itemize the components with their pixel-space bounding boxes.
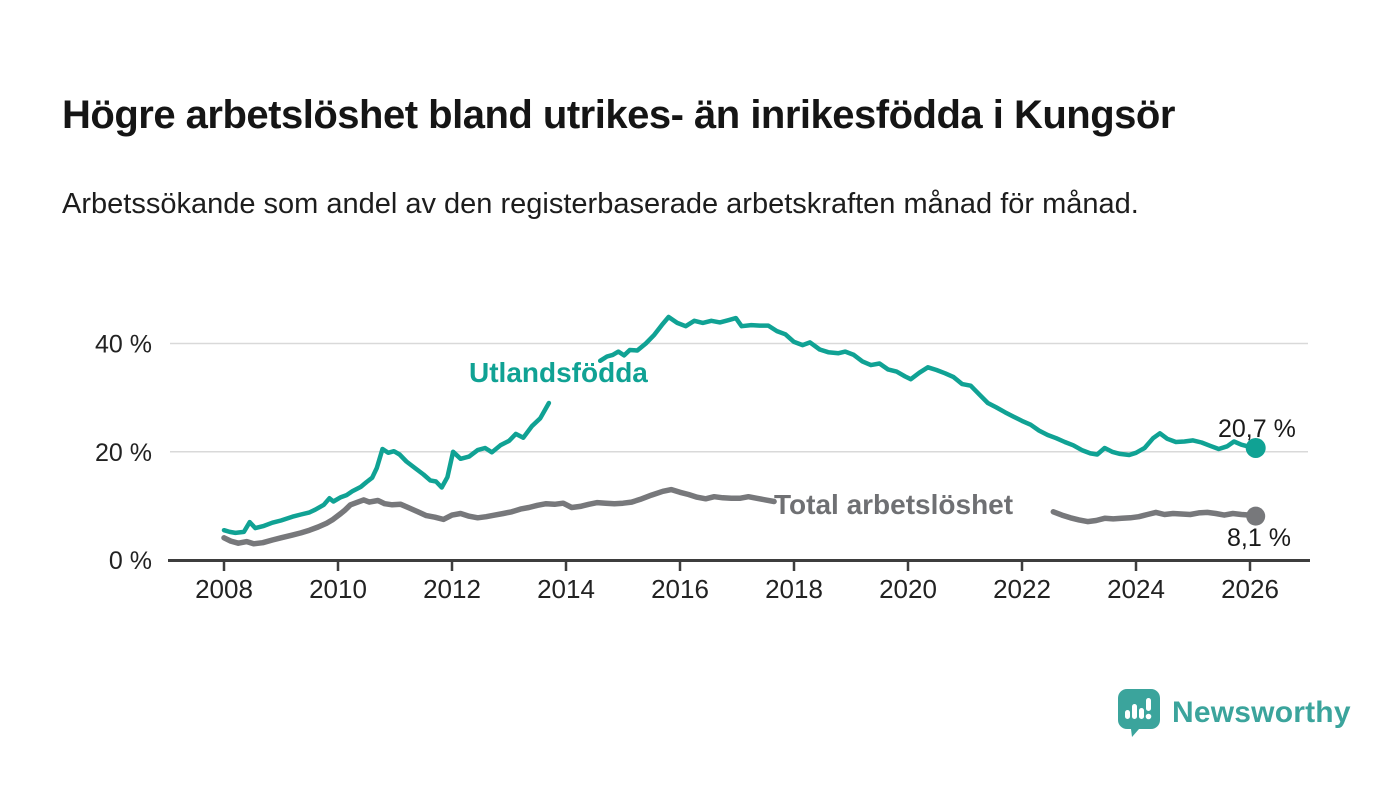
y-tick-label-40: 40 % bbox=[95, 331, 152, 359]
x-tick-label-2024: 2024 bbox=[1107, 574, 1165, 604]
x-tick-label-2014: 2014 bbox=[537, 574, 595, 604]
newsworthy-brand: Newsworthy bbox=[1117, 688, 1351, 738]
chart-speech-bubble-icon bbox=[1117, 688, 1161, 738]
x-tick-label-2010: 2010 bbox=[309, 574, 367, 604]
line-total-arbetsl-shet-seg0 bbox=[221, 486, 777, 547]
series-label-utlandsfodda: Utlandsfödda bbox=[469, 357, 648, 388]
page-subtitle: Arbetssökande som andel av den registerb… bbox=[62, 188, 1139, 220]
page-title: Högre arbetslöshet bland utrikes- än inr… bbox=[62, 92, 1175, 137]
end-value-utlandsfodda: 20,7 % bbox=[1218, 415, 1296, 443]
x-tick-label-2020: 2020 bbox=[879, 574, 937, 604]
line-total-arbetsl-shet-seg1 bbox=[1050, 509, 1259, 525]
brand-name: Newsworthy bbox=[1172, 696, 1351, 729]
x-tick-label-2022: 2022 bbox=[993, 574, 1051, 604]
x-tick-label-2012: 2012 bbox=[423, 574, 481, 604]
y-tick-label-20: 20 % bbox=[95, 439, 152, 467]
y-tick-label-0: 0 % bbox=[109, 547, 152, 575]
series-label-total-arbetsloshet: Total arbetslöshet bbox=[774, 489, 1014, 520]
x-tick-label-2026: 2026 bbox=[1221, 574, 1279, 604]
line-utlandsf-dda-seg1 bbox=[597, 314, 1258, 458]
end-dot-total bbox=[1246, 506, 1266, 526]
line-utlandsf-dda-seg0 bbox=[221, 400, 552, 536]
x-tick-label-2018: 2018 bbox=[765, 574, 823, 604]
x-tick-label-2016: 2016 bbox=[651, 574, 709, 604]
end-value-total: 8,1 % bbox=[1227, 524, 1291, 552]
x-tick-label-2008: 2008 bbox=[195, 574, 253, 604]
